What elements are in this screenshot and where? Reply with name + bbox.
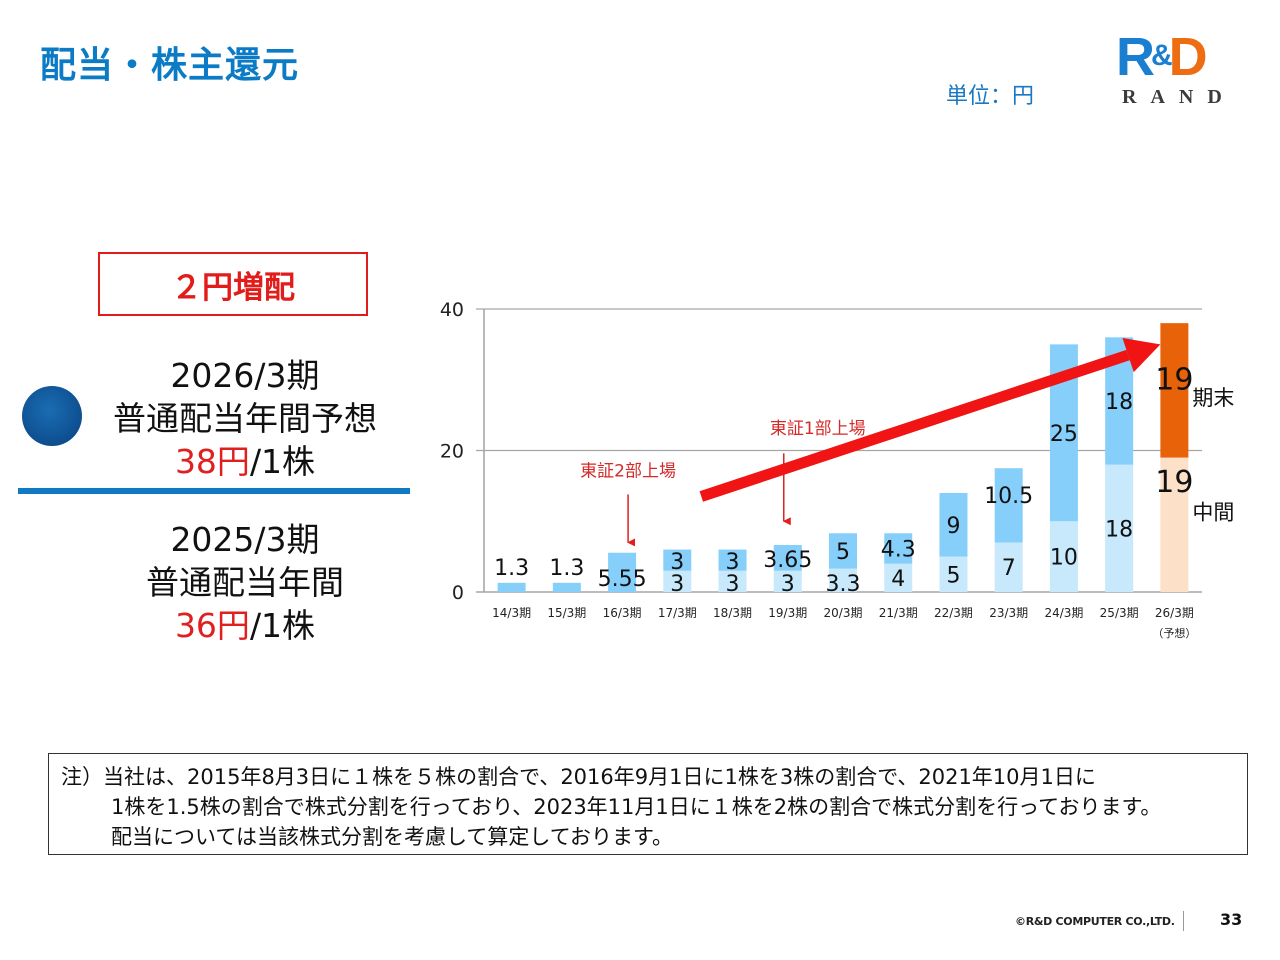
data-label-year-end: 1.3 xyxy=(494,556,529,581)
bar-interim xyxy=(994,542,1023,592)
forecast-block: 2026/3期 普通配当年間予想 38円/1株 xyxy=(60,354,430,483)
data-label-year-end: 4.3 xyxy=(881,537,916,562)
x-tick-label: 21/3期 xyxy=(879,606,918,620)
trend-arrow-head xyxy=(1122,337,1161,373)
bar-year-end xyxy=(552,582,581,592)
listing-annotation: 東証1部上場 xyxy=(770,419,866,439)
bar-year-end xyxy=(773,544,802,571)
x-tick-label: 17/3期 xyxy=(658,606,697,620)
x-tick-label: 18/3期 xyxy=(713,606,752,620)
legend-year-end: 期末 xyxy=(1192,386,1234,410)
data-label-interim: 10 xyxy=(1050,546,1078,571)
bar-year-end xyxy=(1160,323,1189,458)
bar-year-end xyxy=(663,549,692,571)
data-label-interim: 19 xyxy=(1155,465,1193,500)
data-label-year-end: 5 xyxy=(836,540,850,565)
logo-amp: & xyxy=(1151,39,1173,72)
listing-annotation: 東証2部上場 xyxy=(580,462,676,482)
legend-interim: 中間 xyxy=(1192,500,1234,524)
x-tick-label: 22/3期 xyxy=(934,606,973,620)
logo-r: R xyxy=(1116,27,1155,87)
previous-per: /1株 xyxy=(249,606,316,645)
company-logo: R&D RAND xyxy=(1116,30,1242,110)
previous-amount: 36円 xyxy=(174,606,250,645)
copyright: ©R&D COMPUTER CO.,LTD. xyxy=(1015,915,1175,928)
data-label-year-end: 1.3 xyxy=(549,556,584,581)
previous-period: 2025/3期 xyxy=(170,520,320,559)
bar-year-end xyxy=(829,533,857,569)
bar-interim xyxy=(773,570,802,592)
bar-year-end xyxy=(884,533,913,564)
note-line-2: 1株を1.5株の割合で株式分割を行っており、2023年11月1日に１株を2株の割… xyxy=(111,795,1162,819)
data-label-year-end: 9 xyxy=(946,514,960,539)
trend-arrow-shaft xyxy=(699,349,1130,502)
forecast-per: /1株 xyxy=(249,442,316,481)
data-label-interim: 7 xyxy=(1002,556,1016,581)
y-tick-label: 20 xyxy=(440,441,464,463)
bullet-circle-icon xyxy=(22,386,82,446)
data-label-year-end: 18 xyxy=(1105,390,1133,415)
bar-interim xyxy=(718,570,747,592)
x-tick-label: 14/3期 xyxy=(492,606,531,620)
bar-year-end xyxy=(939,492,968,557)
bar-year-end xyxy=(994,468,1023,543)
previous-block: 2025/3期 普通配当年間 36円/1株 xyxy=(60,518,430,647)
bar-interim xyxy=(939,556,968,592)
x-tick-label: 16/3期 xyxy=(603,606,642,620)
bar-year-end xyxy=(608,552,637,592)
page-title: 配当・株主還元 xyxy=(40,45,300,86)
logo-d: D xyxy=(1168,27,1208,87)
x-tick-sublabel: （予想） xyxy=(1152,626,1196,640)
data-label-year-end: 5.55 xyxy=(598,567,647,592)
data-label-interim: 3.3 xyxy=(826,572,861,597)
divider xyxy=(18,488,410,494)
data-label-year-end: 25 xyxy=(1050,422,1078,447)
x-tick-label: 23/3期 xyxy=(989,606,1028,620)
bar-interim xyxy=(1105,464,1134,592)
note-line-1: 注）当社は、2015年8月3日に１株を５株の割合で、2016年9月1日に1株を3… xyxy=(61,765,1096,789)
increase-badge: ２円増配 xyxy=(98,252,368,316)
bar-interim xyxy=(884,563,913,592)
footnote-box: 注）当社は、2015年8月3日に１株を５株の割合で、2016年9月1日に1株を3… xyxy=(48,753,1248,855)
y-tick-label: 40 xyxy=(440,299,464,321)
data-label-interim: 3 xyxy=(670,572,684,597)
forecast-label: 普通配当年間予想 xyxy=(113,399,377,438)
bar-year-end xyxy=(718,549,747,571)
x-tick-label: 19/3期 xyxy=(768,606,807,620)
data-label-interim: 3 xyxy=(726,572,740,597)
x-tick-label: 15/3期 xyxy=(547,606,586,620)
x-tick-label: 24/3期 xyxy=(1044,606,1083,620)
logo-subtitle: RAND xyxy=(1122,86,1236,108)
y-tick-label: 0 xyxy=(452,582,464,604)
x-tick-label: 26/3期 xyxy=(1155,606,1194,620)
data-label-interim: 18 xyxy=(1105,517,1133,542)
data-label-year-end: 19 xyxy=(1155,363,1193,398)
data-label-interim: 5 xyxy=(946,563,960,588)
note-line-3: 配当については当該株式分割を考慮して算定しております。 xyxy=(111,825,673,849)
bar-interim xyxy=(1049,521,1078,592)
page-number: 33 xyxy=(1220,910,1243,929)
x-tick-label: 20/3期 xyxy=(824,606,863,620)
forecast-period: 2026/3期 xyxy=(170,356,320,395)
previous-label: 普通配当年間 xyxy=(146,563,344,602)
forecast-amount: 38円 xyxy=(174,442,250,481)
data-label-year-end: 3 xyxy=(726,550,740,575)
x-tick-label: 25/3期 xyxy=(1100,606,1139,620)
data-label-year-end: 3 xyxy=(670,550,684,575)
bar-interim xyxy=(829,568,857,592)
data-label-interim: 3 xyxy=(781,572,795,597)
data-label-year-end: 10.5 xyxy=(984,484,1033,509)
footer-separator xyxy=(1183,911,1184,931)
bar-year-end xyxy=(497,582,526,592)
bar-interim xyxy=(663,570,692,592)
data-label-year-end: 3.65 xyxy=(763,548,812,573)
bar-interim xyxy=(1160,457,1189,592)
data-label-interim: 4 xyxy=(891,567,905,592)
unit-label: 単位：円 xyxy=(946,84,1035,109)
